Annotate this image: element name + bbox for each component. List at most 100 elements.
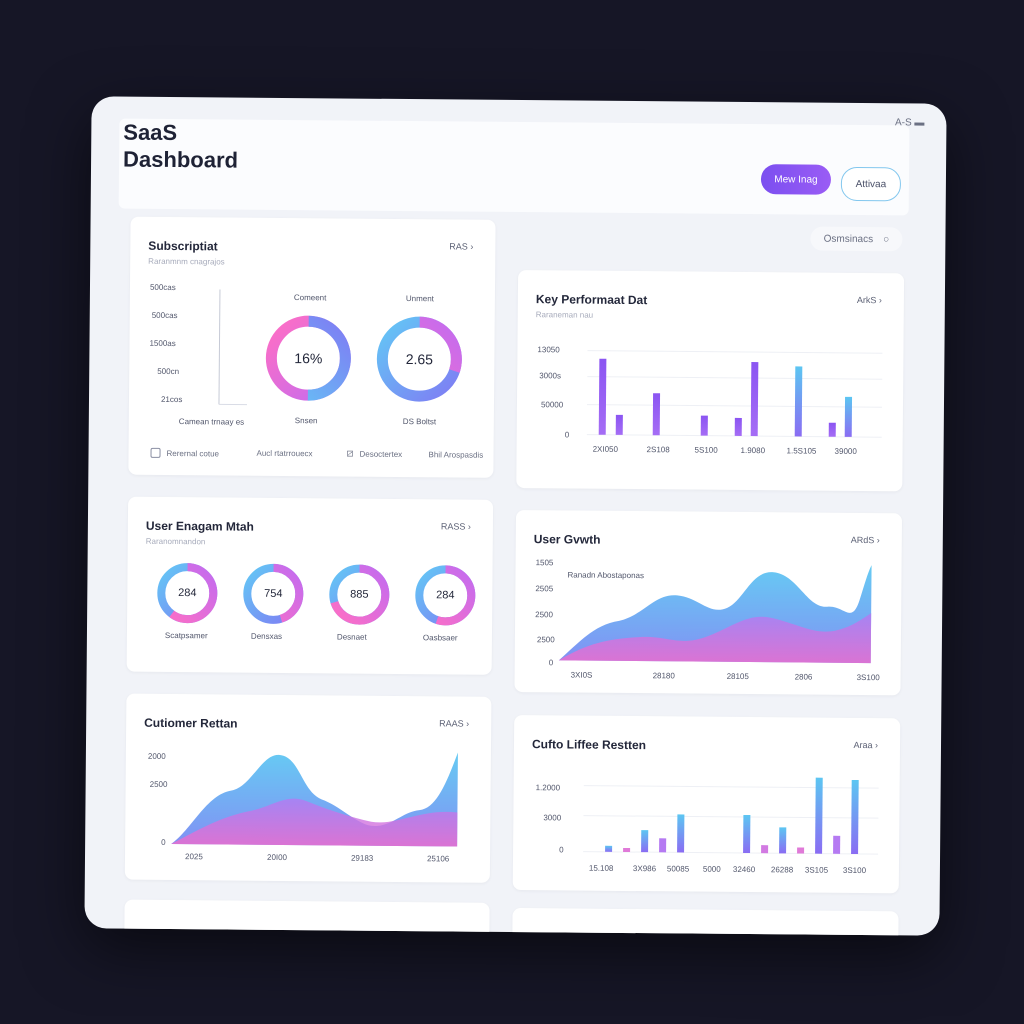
window-controls[interactable]: A-S ▬: [895, 117, 925, 128]
bar: [598, 358, 607, 435]
donut-label-top: Unment: [405, 294, 434, 304]
x-tick-label: 28105: [726, 671, 749, 682]
engagement-donut: 284: [413, 563, 478, 628]
y-tick-label: 1.2000: [535, 783, 561, 793]
bar: [844, 396, 853, 437]
legend-item: Aucl rtatrrouecx: [256, 449, 312, 458]
x-tick-label: 39000: [834, 446, 857, 456]
y-tick-label: 3000s: [539, 371, 562, 381]
x-tick-label: 5S100: [694, 445, 718, 455]
x-tick-label: 3XI0S: [570, 670, 593, 680]
x-tick-label: 3S100: [856, 672, 880, 683]
engagement-donut: 885: [327, 562, 392, 627]
donut-label: Scatpsamer: [164, 630, 208, 641]
card-subtitle: Raranmnm cnagrajos: [148, 256, 225, 267]
bar: [833, 835, 841, 854]
page-title-line2: Dashboard: [122, 146, 239, 173]
card-link-label: RAS: [449, 241, 468, 252]
card-link[interactable]: ARdS ›: [850, 534, 880, 546]
retention-area-chart: [171, 752, 458, 847]
subscription-donut-2: 2.65: [375, 315, 464, 404]
donut-value: 284: [436, 589, 455, 602]
axis-label: 1500as: [149, 338, 176, 349]
user-growth-card: User Gvwth ARdS › 1505 Ranadn Abostapona…: [514, 510, 903, 696]
y-tick-label: 2500: [536, 635, 555, 645]
secondary-action-button[interactable]: Attivaa: [840, 166, 902, 202]
y-tick-label: 1505: [535, 558, 554, 568]
y-tick-label: 2505: [535, 584, 554, 594]
axis-label: 500cas: [151, 310, 178, 321]
x-tick-label: 29183: [350, 853, 374, 863]
x-tick-label: 2806: [794, 672, 813, 682]
bottom-card-right: [512, 907, 899, 936]
y-tick-label: 2000: [147, 751, 166, 761]
donut-label: Oasbsaer: [422, 633, 458, 643]
card-title: Subscriptiat: [148, 238, 218, 254]
x-tick-label: 20I00: [266, 852, 288, 863]
card-title: Key Performaat Dat: [535, 292, 648, 308]
bar: [815, 777, 823, 854]
bar: [750, 362, 759, 437]
retention-bar-chart: [583, 777, 879, 855]
x-tick-label: 5000: [702, 864, 721, 874]
bar: [797, 847, 805, 854]
filter-icon: ○: [883, 233, 890, 245]
y-tick-label: 13050: [537, 345, 560, 355]
card-link[interactable]: ArkS ›: [856, 294, 882, 306]
legend-item: Rerernal cotue: [150, 447, 219, 459]
user-growth-area-chart: [558, 565, 872, 664]
donut-label: Desnaet: [336, 632, 367, 642]
bar: [779, 827, 787, 854]
bar: [677, 814, 685, 853]
card-link[interactable]: RAAS ›: [439, 718, 470, 729]
y-tick-label: 3000: [543, 813, 562, 823]
axis-label: 21cos: [160, 394, 183, 405]
legend-item: Bhil Arospasdis: [428, 450, 483, 459]
card-link-label: ARdS: [850, 534, 875, 546]
top-right-label: A-S: [894, 117, 912, 129]
bar: [641, 830, 649, 853]
donut-value: 16%: [294, 350, 323, 367]
bar: [734, 417, 742, 436]
donut-value: 754: [264, 587, 283, 600]
donut-value: 885: [350, 588, 369, 601]
x-tick-label: 3X986: [632, 864, 657, 874]
legend-item: ⚂ Desoctertex: [346, 450, 402, 459]
filter-chip[interactable]: Osmsinacs ○: [810, 226, 903, 252]
kpi-card: Key Performaat Dat Raraneman nau ArkS › …: [516, 270, 905, 492]
chart-caption: Camean trnaay es: [178, 417, 245, 427]
donut-value: 2.65: [405, 351, 434, 368]
bar: [828, 422, 836, 437]
card-title: Cutiomer Rettan: [144, 715, 238, 731]
engagement-donut: 284: [155, 561, 220, 626]
card-title: User Gvwth: [533, 532, 601, 547]
card-link[interactable]: RAS ›: [449, 241, 474, 252]
y-tick-label: 0: [559, 845, 564, 855]
engagement-donut: 754: [241, 562, 306, 627]
card-link[interactable]: RASS ›: [440, 521, 471, 532]
card-link-label: RAAS: [439, 718, 464, 729]
bar: [623, 847, 631, 853]
bar: [652, 393, 661, 436]
legend-label: Bhil Arospasdis: [428, 450, 484, 460]
engagement-donuts: 284 Scatpsamer 754 Densxas 885 Desnaet 284 Oasb…: [128, 497, 493, 642]
x-tick-label: 25106: [426, 854, 450, 864]
y-tick-label: 0: [548, 658, 554, 668]
y-tick-label: 2500: [535, 610, 553, 620]
document-icon: [150, 447, 161, 458]
card-subtitle: Raraneman nau: [535, 310, 594, 320]
filter-chip-label: Osmsinacs: [823, 233, 874, 245]
x-tick-label: 2025: [184, 852, 203, 862]
x-tick-label: 28180: [652, 671, 675, 681]
bar: [605, 845, 613, 852]
legend-label: Aucl rtatrrouecx: [256, 448, 313, 459]
donut-label-top: Comeent: [293, 293, 327, 303]
card-title: User Enagam Mtah: [145, 518, 254, 534]
donut-label-bottom: Snsen: [294, 416, 318, 426]
bar: [700, 415, 708, 436]
primary-action-button[interactable]: Mew Inag: [760, 164, 832, 195]
minimize-icon[interactable]: ▬: [914, 117, 925, 129]
card-link[interactable]: Araa ›: [853, 739, 879, 751]
bar: [615, 414, 623, 435]
donut-label-bottom: DS Boltst: [402, 417, 437, 427]
